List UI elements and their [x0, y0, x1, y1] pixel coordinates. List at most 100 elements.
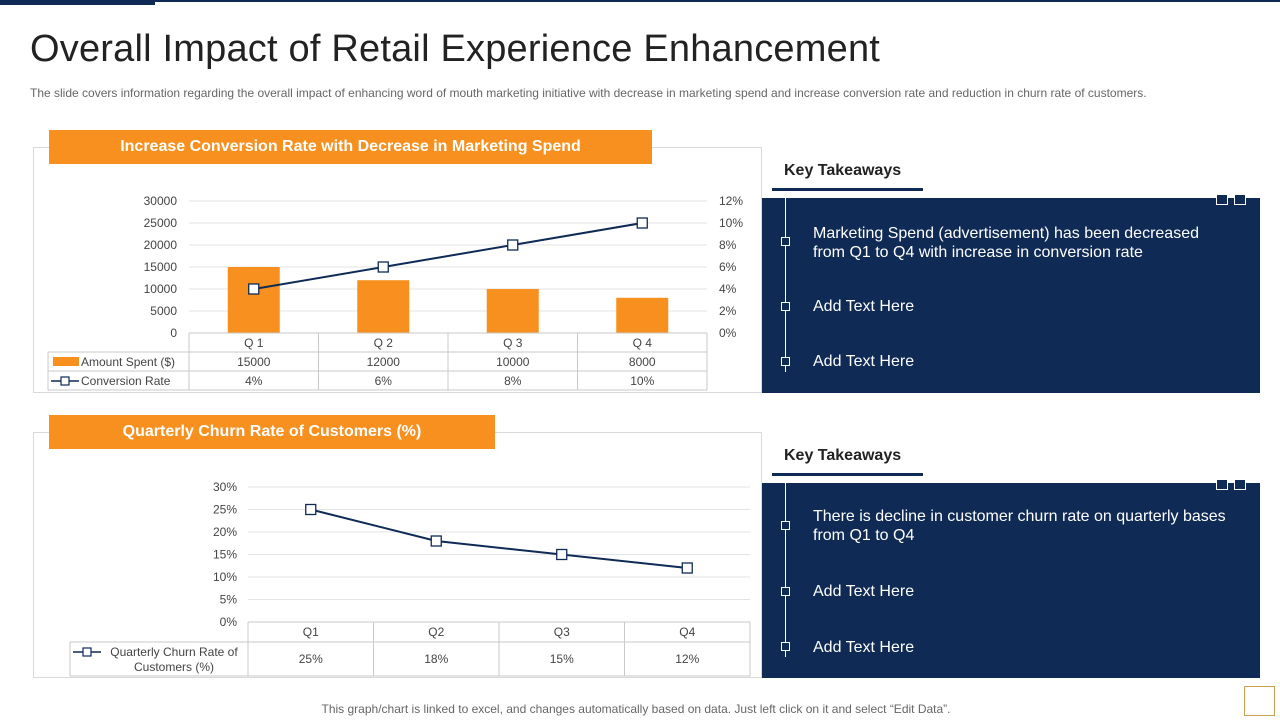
- chart1-data-label: 10%: [630, 374, 654, 388]
- chart2-title: Quarterly Churn Rate of Customers (%): [122, 423, 422, 440]
- takeaways1-underline: [772, 188, 923, 191]
- chart1-legend-label: Conversion Rate: [81, 374, 171, 388]
- chart2-category-label: Q4: [679, 625, 695, 639]
- chart1-line-point: [248, 283, 260, 295]
- takeaways2-item: Add Text Here: [813, 583, 915, 600]
- chart1-data-label: 6%: [375, 374, 393, 388]
- chart1-y2tick-label: 6%: [719, 260, 737, 274]
- takeaways1-heading: Key Takeaways: [784, 162, 902, 179]
- chart1-ytick-label: 15000: [144, 260, 178, 274]
- chart2-svg[interactable]: 0% 5% 10% 15% 20% 25% 30% Q1 25% Q2 18% Q3 15% Q4 12%…: [33, 470, 762, 678]
- takeaways2-corner-square: [1234, 479, 1246, 490]
- chart1-svg[interactable]: 0 5000 10000 15000 20000 25000 30000 0% 2% 4% 6% 8…: [33, 185, 762, 393]
- chart1-y2tick-label: 10%: [719, 216, 743, 230]
- chart2-ytick-label: 5%: [220, 593, 238, 607]
- chart1-category-label: Q 3: [503, 336, 523, 350]
- chart1-data-label: 8%: [504, 374, 522, 388]
- takeaways2-heading: Key Takeaways: [784, 447, 902, 464]
- chart1-y2tick-label: 2%: [719, 304, 737, 318]
- chart2-ytick-label: 10%: [213, 570, 237, 584]
- chart2-ytick-label: 0%: [220, 615, 238, 629]
- takeaways1-corner-square: [1234, 194, 1246, 205]
- takeaways1-corner-square: [1216, 194, 1228, 205]
- chart1-data-label: 8000: [629, 355, 656, 369]
- top-accent-rule: [150, 0, 1280, 2]
- chart1-ytick-label: 30000: [144, 194, 178, 208]
- top-accent-bar: [0, 0, 155, 5]
- chart2-ytick-label: 20%: [213, 525, 237, 539]
- takeaways2-box: There is decline in customer churn rate …: [762, 479, 1260, 678]
- chart1-y2tick-label: 12%: [719, 194, 743, 208]
- takeaways2-item: There is decline in customer churn rate …: [813, 508, 1226, 544]
- chart2-category-label: Q3: [554, 625, 570, 639]
- takeaways2-bullet: [781, 587, 790, 596]
- chart1-title: Increase Conversion Rate with Decrease i…: [120, 138, 581, 155]
- chart1-bar: [616, 297, 669, 333]
- chart1-ytick-label: 10000: [144, 282, 178, 296]
- chart1-bar: [486, 289, 539, 333]
- takeaways1-item: Marketing Spend (advertisement) has been…: [813, 225, 1199, 261]
- chart1-line-series: [253, 222, 643, 290]
- takeaways1-item: Add Text Here: [813, 298, 915, 315]
- chart1-category-label: Q 2: [374, 336, 394, 350]
- chart2-line-point: [556, 548, 568, 561]
- chart2-line-point: [681, 562, 693, 574]
- chart2-title-banner: Quarterly Churn Rate of Customers (%): [49, 415, 495, 449]
- chart1-bar: [357, 280, 410, 333]
- chart1-line-point: [636, 217, 648, 229]
- chart1-category-label: Q 4: [633, 336, 653, 350]
- chart1-data-label: 10000: [496, 355, 530, 369]
- chart1-line-point: [507, 239, 519, 251]
- chart2-data-label: 18%: [424, 652, 448, 666]
- chart1-data-label: 12000: [367, 355, 401, 369]
- chart1-ytick-label: 20000: [144, 238, 178, 252]
- takeaways2-timeline: [785, 483, 786, 657]
- takeaways2-corner-square: [1216, 479, 1228, 490]
- chart2-legend-label-line: Customers (%): [134, 660, 214, 674]
- corner-frame: [1244, 686, 1275, 716]
- chart2-data-label: 15%: [550, 652, 574, 666]
- chart1-data-label: 15000: [237, 355, 271, 369]
- chart1-data-label: 4%: [245, 374, 263, 388]
- chart2-data-label: 25%: [299, 652, 323, 666]
- chart1-y2tick-label: 8%: [719, 238, 737, 252]
- chart1-ytick-label: 5000: [150, 304, 177, 318]
- chart2-category-label: Q2: [428, 625, 444, 639]
- chart1-title-banner: Increase Conversion Rate with Decrease i…: [49, 130, 652, 164]
- chart1-ytick-label: 0: [170, 326, 177, 340]
- chart2-category-label: Q1: [303, 625, 319, 639]
- chart1-legend-swatch: [53, 357, 79, 366]
- top-accent-line: [0, 0, 1280, 5]
- takeaways1-box: Marketing Spend (advertisement) has been…: [762, 194, 1260, 393]
- takeaways1-bullet: [781, 357, 790, 366]
- takeaways2-bullet: [781, 521, 790, 530]
- chart2-legend-marker: [82, 647, 92, 657]
- chart1-legend-label: Amount Spent ($): [81, 355, 175, 369]
- chart1-category-label: Q 1: [244, 336, 264, 350]
- takeaways2-underline: [772, 473, 923, 476]
- chart2-ytick-label: 25%: [213, 503, 237, 517]
- chart2-line-point: [430, 535, 442, 547]
- page-subtitle: The slide covers information regarding t…: [30, 86, 1147, 100]
- chart1-y2tick-label: 0%: [719, 326, 737, 340]
- footer-note: This graph/chart is linked to excel, and…: [321, 702, 951, 716]
- chart1-bar: [227, 267, 280, 333]
- takeaways2-item: Add Text Here: [813, 639, 915, 656]
- takeaways1-bullet: [781, 302, 790, 311]
- chart2-ytick-label: 30%: [213, 480, 237, 494]
- takeaways1-bullet: [781, 237, 790, 246]
- chart2-line-series: [310, 508, 688, 569]
- chart2-legend-label-line: Quarterly Churn Rate of: [110, 645, 238, 659]
- chart1-legend-marker: [60, 376, 70, 386]
- takeaways2-bullet: [781, 642, 790, 651]
- chart1-ytick-label: 25000: [144, 216, 178, 230]
- page-title: Overall Impact of Retail Experience Enha…: [30, 28, 881, 70]
- takeaways1-item: Add Text Here: [813, 353, 915, 370]
- chart2-data-label: 12%: [675, 652, 699, 666]
- chart1-y2tick-label: 4%: [719, 282, 737, 296]
- chart2-line-point: [305, 503, 317, 516]
- takeaways1-timeline: [785, 198, 786, 372]
- chart2-legend-label: Quarterly Churn Rate of Customers (%): [110, 645, 238, 674]
- chart2-ytick-label: 15%: [213, 548, 237, 562]
- chart1-line-point: [377, 261, 389, 273]
